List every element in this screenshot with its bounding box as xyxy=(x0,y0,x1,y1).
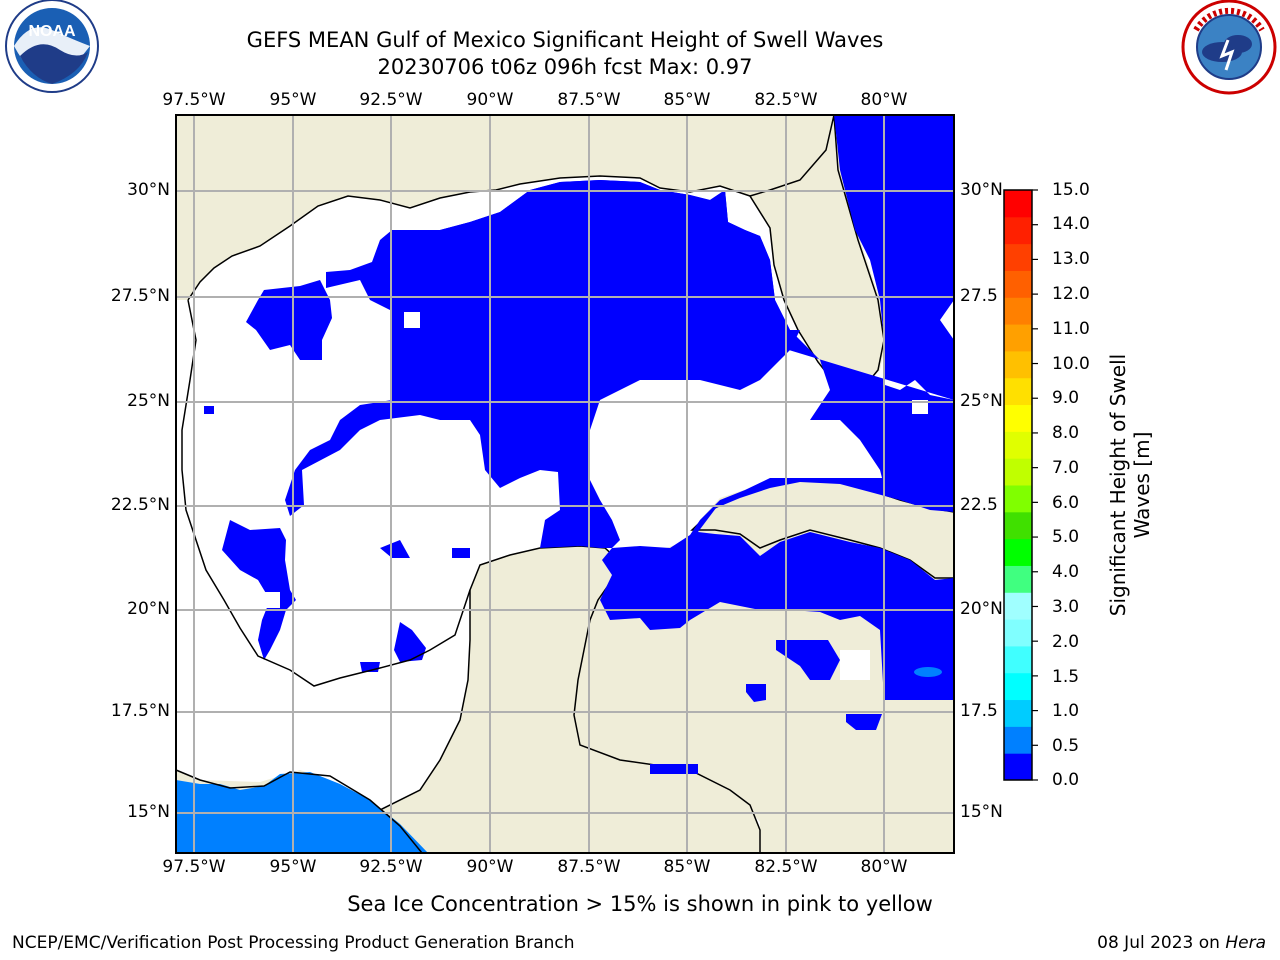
lat-label: 22.5°N xyxy=(110,495,170,515)
colorbar-tick: 2.0 xyxy=(1052,632,1080,652)
colorbar-tick: 13.0 xyxy=(1052,249,1090,269)
colorbar-tick: 4.0 xyxy=(1052,562,1080,582)
colorbar-tick: 8.0 xyxy=(1052,423,1080,443)
colorbar-segment xyxy=(1004,565,1032,593)
colorbar-segment xyxy=(1004,645,1032,674)
nws-logo xyxy=(1181,0,1277,95)
swell-0-0.5-regions xyxy=(204,115,954,774)
florida-land xyxy=(748,115,885,393)
coastline xyxy=(181,175,751,687)
lat-label: 25°N xyxy=(960,391,1003,411)
colorbar-segment xyxy=(1004,216,1032,245)
lon-label: 82.5°W xyxy=(754,857,818,877)
lon-label: 87.5°W xyxy=(557,90,621,110)
colorbar-tick: 1.0 xyxy=(1052,701,1080,721)
host-name: Hera xyxy=(1225,933,1266,953)
lon-label: 97.5°W xyxy=(162,857,226,877)
colorbar-segment xyxy=(1004,377,1032,406)
noaa-logo: NOAA xyxy=(5,0,99,93)
lat-label: 20°N xyxy=(127,599,170,619)
lon-label: 92.5°W xyxy=(359,90,423,110)
colorbar-segment xyxy=(1004,753,1032,781)
lat-label: 15°N xyxy=(960,802,1003,822)
map-frame xyxy=(175,114,955,854)
colorbar-frame xyxy=(1003,189,1033,781)
colorbar-segment xyxy=(1004,699,1032,727)
colorbar-tick: 7.0 xyxy=(1052,458,1080,478)
colorbar-segment xyxy=(1004,404,1032,432)
colorbar-segment xyxy=(1004,511,1032,540)
lat-label: 20°N xyxy=(960,599,1003,619)
colorbar-segment xyxy=(1004,458,1032,486)
lat-label: 30°N xyxy=(960,180,1003,200)
producer-credit: NCEP/EMC/Verification Post Processing Pr… xyxy=(12,933,575,953)
colorbar-segment xyxy=(1004,619,1032,647)
lon-label: 90°W xyxy=(466,90,514,110)
colorbar-label: Significant Height of Swell Waves [m] xyxy=(1106,353,1154,617)
lon-label: 97.5°W xyxy=(162,90,226,110)
colorbar-tick: 11.0 xyxy=(1052,319,1090,339)
lon-label: 80°W xyxy=(860,857,908,877)
colorbar-tick: 5.0 xyxy=(1052,527,1080,547)
run-date: 08 Jul 2023 on xyxy=(1097,933,1226,953)
run-date-credit: 08 Jul 2023 on Hera xyxy=(1097,933,1266,953)
colorbar-segment xyxy=(1004,431,1032,459)
colorbar-segment xyxy=(1004,324,1032,352)
lat-label: 15°N xyxy=(127,802,170,822)
colorbar-segment xyxy=(1004,672,1032,701)
colorbar-segment xyxy=(1004,243,1032,271)
lat-label: 30°N xyxy=(127,180,170,200)
colorbar-segment xyxy=(1004,190,1032,218)
colorbar-segment xyxy=(1004,538,1032,566)
colorbar-tick: 9.0 xyxy=(1052,388,1080,408)
lon-label: 95°W xyxy=(269,857,317,877)
colorbar-tick: 12.0 xyxy=(1052,284,1090,304)
colorbar-segment xyxy=(1004,726,1032,754)
lon-label: 85°W xyxy=(663,90,711,110)
lat-label: 27.5°N xyxy=(110,286,170,306)
colorbar-tick: 6.0 xyxy=(1052,493,1080,513)
chart-title: GEFS MEAN Gulf of Mexico Significant Hei… xyxy=(246,28,884,52)
lon-label: 80°W xyxy=(860,90,908,110)
map-panel xyxy=(176,115,954,853)
lon-label: 92.5°W xyxy=(359,857,423,877)
lon-label: 82.5°W xyxy=(754,90,818,110)
colorbar-segment xyxy=(1004,297,1032,325)
lon-label: 95°W xyxy=(269,90,317,110)
sea-ice-note: Sea Ice Concentration > 15% is shown in … xyxy=(347,892,933,916)
lat-label: 25°N xyxy=(127,391,170,411)
lat-label: 22.5 xyxy=(960,495,998,515)
lon-label: 87.5°W xyxy=(557,857,621,877)
colorbar-tick: 10.0 xyxy=(1052,354,1090,374)
swell-holes xyxy=(264,312,928,680)
graticule xyxy=(176,115,954,853)
lat-label: 17.5°N xyxy=(110,701,170,721)
svg-text:NOAA: NOAA xyxy=(28,23,76,40)
colorbar-tick: 14.0 xyxy=(1052,214,1090,234)
lat-label: 17.5 xyxy=(960,701,998,721)
colorbar-tick: 1.5 xyxy=(1052,667,1080,687)
colorbar-segment xyxy=(1004,270,1032,298)
colorbar-tick: 0.5 xyxy=(1052,736,1080,756)
colorbar-tick: 15.0 xyxy=(1052,180,1090,200)
colorbar-tick: 3.0 xyxy=(1052,597,1080,617)
chart-subtitle: 20230706 t06z 096h fcst Max: 0.97 xyxy=(377,55,753,79)
colorbar xyxy=(1003,189,1038,781)
lon-label: 90°W xyxy=(466,857,514,877)
colorbar-tick: 0.0 xyxy=(1052,770,1080,790)
lat-label: 27.5 xyxy=(960,286,998,306)
colorbar-segment xyxy=(1004,485,1032,513)
colorbar-segment xyxy=(1004,592,1032,620)
lon-label: 85°W xyxy=(663,857,711,877)
colorbar-segment xyxy=(1004,350,1032,379)
